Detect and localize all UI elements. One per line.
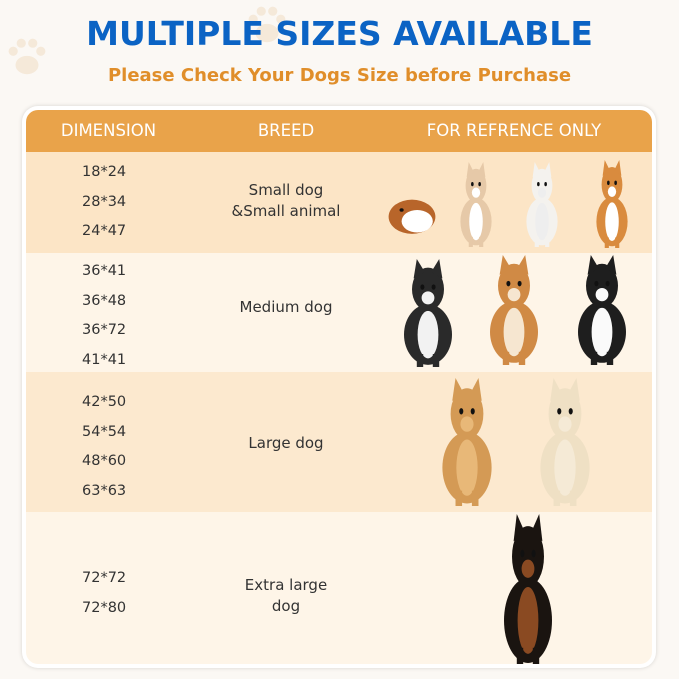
french-bulldog-photo — [404, 259, 452, 367]
paw-print-decoration — [248, 6, 286, 43]
dimension: 63*63 — [82, 482, 127, 499]
table-row: 42*50 54*54 48*60 63*63 Large dog — [26, 372, 652, 512]
table-row: 18*24 28*34 24*47 Small dog &Small animal — [26, 152, 652, 253]
breed: Large dog — [248, 434, 324, 452]
shiba-inu-photo — [490, 255, 538, 365]
dimension: 54*54 — [82, 423, 127, 440]
labrador-photo — [540, 378, 590, 506]
dimension: 28*34 — [82, 193, 127, 210]
header-breed: BREED — [257, 121, 315, 140]
table-row: 36*41 36*48 36*72 41*41 Medium dog — [26, 253, 652, 372]
dimension: 48*60 — [82, 453, 127, 469]
chihuahua-photo — [460, 162, 492, 247]
dimension: 18*24 — [82, 164, 127, 180]
border-collie-photo — [578, 255, 626, 365]
breed: Small dog — [248, 181, 324, 199]
dimension: 42*50 — [82, 394, 127, 410]
breed: dog — [271, 597, 301, 615]
size-table: DIMENSION BREED FOR REFRENCE ONLY 18*24 … — [22, 106, 656, 668]
bichon-frise-photo — [526, 162, 558, 247]
header-dimension: DIMENSION — [60, 121, 157, 140]
breed: Extra large — [244, 576, 328, 594]
dimension: 24*47 — [82, 223, 127, 239]
doberman-photo — [504, 514, 552, 664]
dimension: 72*80 — [82, 599, 127, 616]
paw-print-decoration — [8, 38, 46, 75]
breed: Medium dog — [239, 298, 333, 316]
dimension: 36*72 — [82, 322, 127, 338]
table-row: 72*72 72*80 Extra large dog — [26, 512, 652, 664]
table-header: DIMENSION BREED FOR REFRENCE ONLY — [26, 110, 652, 152]
guinea-pig-photo — [388, 199, 436, 234]
header-reference: FOR REFRENCE ONLY — [426, 121, 602, 140]
corgi-photo — [596, 160, 628, 248]
breed: &Small animal — [231, 202, 341, 220]
dimension: 72*72 — [82, 570, 127, 586]
dimension: 41*41 — [82, 351, 127, 368]
golden-retriever-photo — [442, 378, 492, 506]
dimension: 36*48 — [82, 292, 127, 309]
page-title: MULTIPLE SIZES AVAILABLE — [86, 14, 593, 53]
page-subtitle: Please Check Your Dogs Size before Purch… — [107, 65, 572, 86]
dimension: 36*41 — [82, 263, 127, 279]
